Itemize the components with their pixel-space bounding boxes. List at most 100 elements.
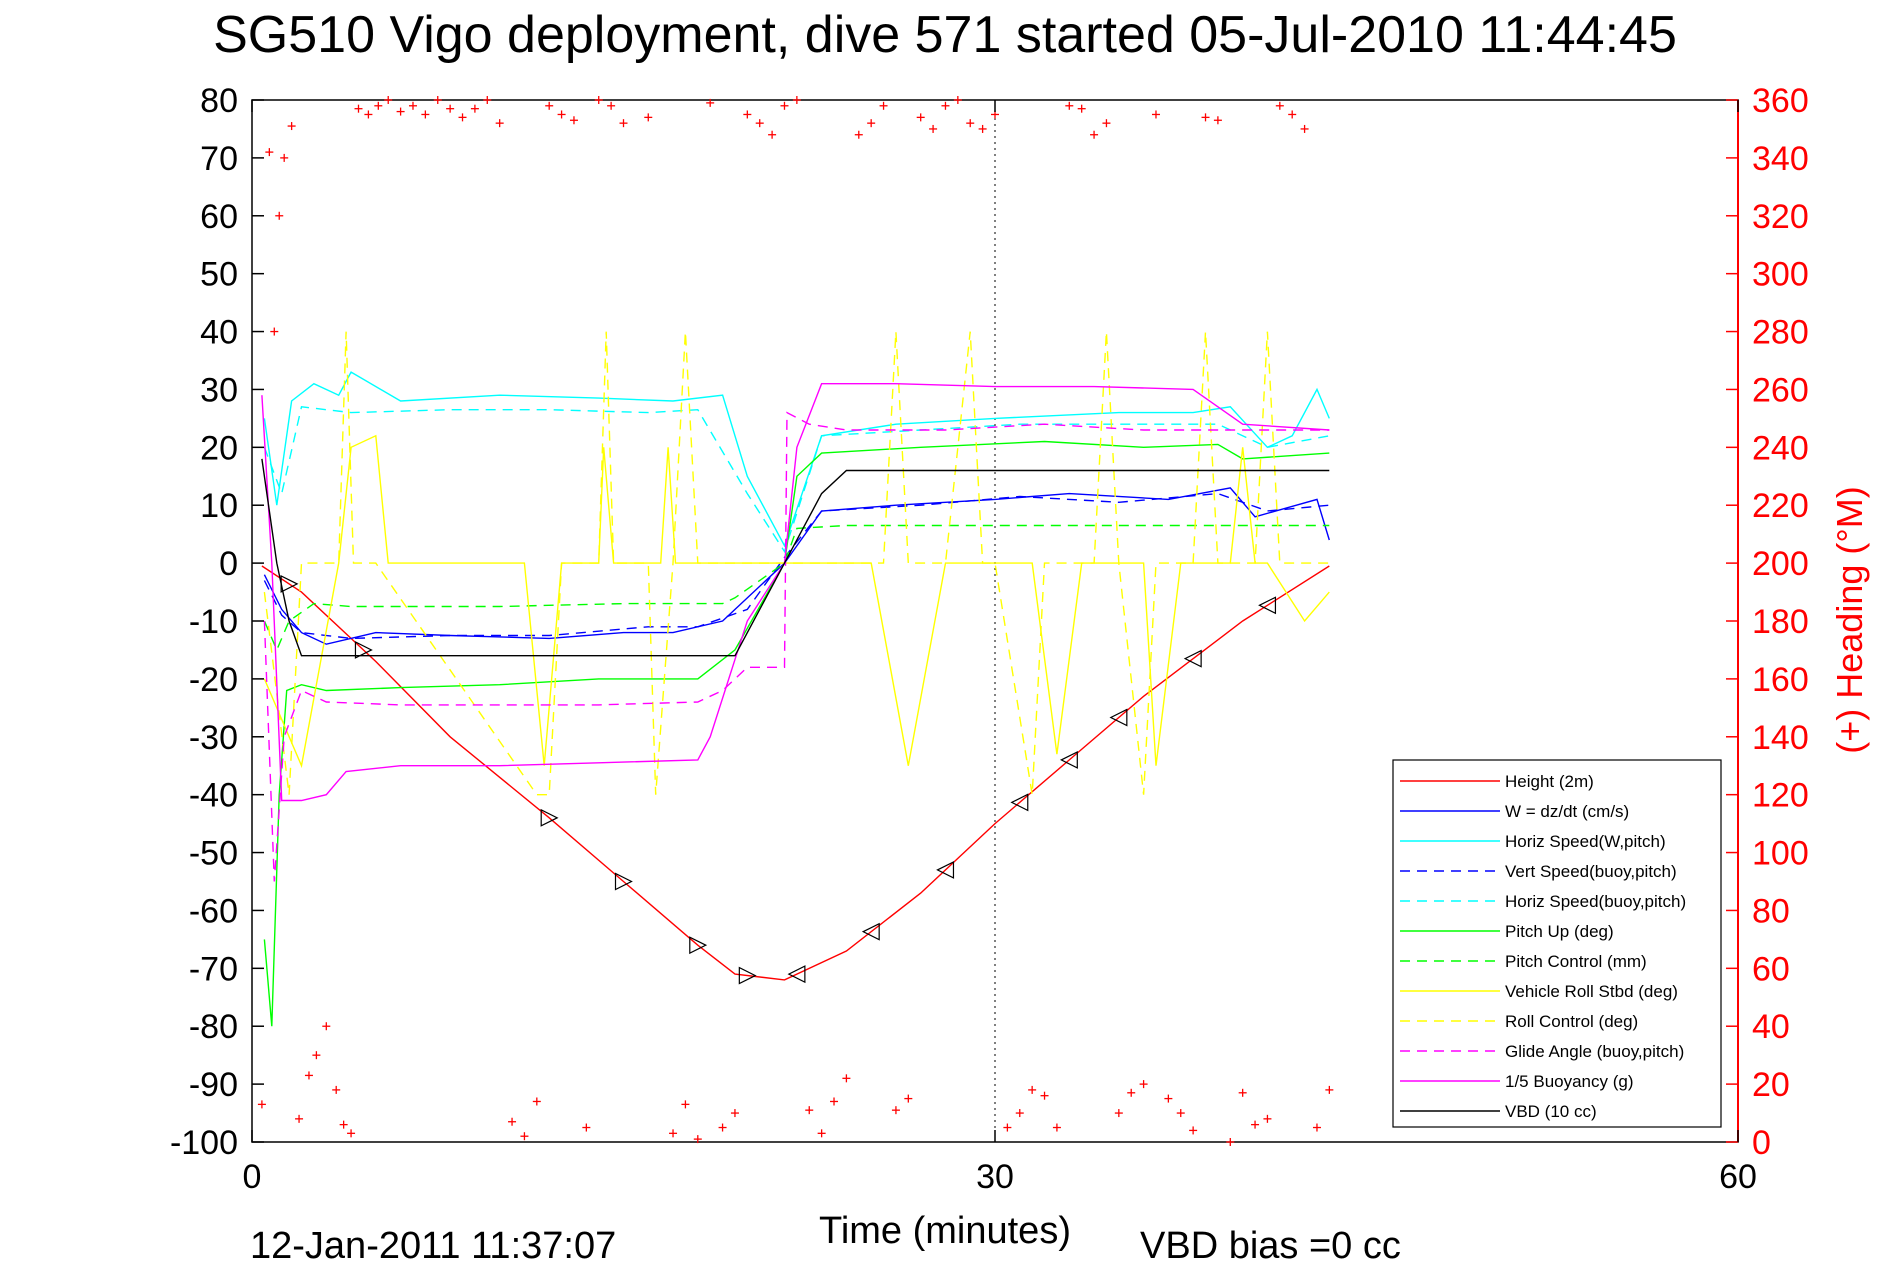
x-tick-label: 30	[976, 1158, 1014, 1196]
right-tick-label: 320	[1752, 198, 1809, 236]
heading-point	[545, 101, 554, 110]
heading-point	[304, 1071, 313, 1080]
heading-point	[1213, 116, 1222, 125]
heading-point	[780, 101, 789, 110]
heading-point	[275, 211, 284, 220]
heading-point	[805, 1106, 814, 1115]
chart-title: SG510 Vigo deployment, dive 571 started …	[213, 6, 1677, 64]
heading-point	[1040, 1091, 1049, 1100]
height-triangle-marker	[689, 936, 708, 955]
heading-point	[966, 119, 975, 128]
heading-point	[792, 96, 801, 104]
heading-point	[1226, 1138, 1235, 1146]
heading-point	[332, 1085, 341, 1094]
left-tick-label: 0	[219, 545, 238, 583]
heading-point	[339, 1120, 348, 1129]
series-line-2	[263, 371, 1330, 548]
right-tick-label: 20	[1752, 1066, 1790, 1104]
footer-vbd-bias: VBD bias =0 cc	[1140, 1225, 1401, 1262]
heading-point	[396, 107, 405, 116]
left-tick-label: 40	[200, 314, 238, 352]
heading-point	[495, 119, 504, 128]
x-axis-label: Time (minutes)	[819, 1210, 1071, 1252]
heading-point	[594, 96, 603, 104]
series-line-6	[263, 524, 1330, 652]
series-layer	[261, 331, 1330, 1027]
heading-point	[1176, 1109, 1185, 1118]
right-tick-label: 260	[1752, 371, 1809, 409]
right-axis: 3603403203002802602402202001801601401201…	[1726, 82, 1809, 1162]
right-axis-label: (+) Heading (°M)	[1829, 486, 1870, 753]
footer-timestamp: 12-Jan-2011 11:37:07	[250, 1225, 616, 1262]
heading-point	[768, 130, 777, 139]
heading-point	[312, 1051, 321, 1060]
height-triangle-marker	[1258, 596, 1277, 615]
left-tick-label: -30	[189, 719, 238, 757]
heading-point	[347, 1129, 356, 1138]
series-line-5	[263, 440, 1330, 1027]
heading-point	[929, 124, 938, 133]
heading-point	[681, 1100, 690, 1109]
height-triangle-marker	[787, 965, 806, 984]
legend-entry: Roll Control (deg)	[1505, 1012, 1638, 1031]
heading-point	[1028, 1085, 1037, 1094]
heading-point	[1201, 113, 1210, 122]
height-triangle-marker	[936, 860, 955, 879]
heading-point	[730, 1109, 739, 1118]
right-tick-label: 360	[1752, 82, 1809, 120]
heading-point	[693, 1135, 702, 1144]
heading-point	[1090, 130, 1099, 139]
heading-point	[470, 104, 479, 113]
series-line-4	[263, 406, 1330, 554]
heading-point	[354, 104, 363, 113]
heading-point	[1300, 124, 1309, 133]
right-tick-label: 160	[1752, 661, 1809, 699]
heading-point	[718, 1123, 727, 1132]
left-tick-label: -50	[189, 835, 238, 873]
heading-point	[532, 1097, 541, 1106]
right-tick-label: 220	[1752, 487, 1809, 525]
legend-entry: Height (2m)	[1505, 772, 1594, 791]
right-tick-label: 180	[1752, 603, 1809, 641]
heading-point	[364, 110, 373, 119]
heading-point	[1127, 1088, 1136, 1097]
height-triangle-marker	[540, 808, 559, 827]
right-tick-label: 0	[1752, 1124, 1771, 1162]
heading-point	[953, 96, 962, 104]
heading-point	[280, 153, 289, 162]
heading-point	[867, 119, 876, 128]
legend-entry: Vehicle Roll Stbd (deg)	[1505, 982, 1678, 1001]
right-tick-label: 300	[1752, 256, 1809, 294]
heading-point	[557, 110, 566, 119]
heading-point	[755, 119, 764, 128]
left-tick-label: -40	[189, 777, 238, 815]
heading-point	[1312, 1123, 1321, 1132]
legend: Height (2m) W = dz/dt (cm/s) Horiz Speed(W…	[1392, 759, 1722, 1128]
height-triangle-marker	[1183, 649, 1202, 668]
left-tick-label: 60	[200, 198, 238, 236]
heading-point	[1151, 110, 1160, 119]
heading-point	[706, 98, 715, 107]
left-tick-label: 10	[200, 487, 238, 525]
legend-box	[1392, 759, 1722, 1128]
heading-point	[421, 110, 430, 119]
heading-point	[1238, 1088, 1247, 1097]
heading-point	[879, 101, 888, 110]
left-tick-label: 20	[200, 429, 238, 467]
heading-point	[1052, 1123, 1061, 1132]
heading-point	[433, 96, 442, 104]
heading-point	[978, 124, 987, 133]
right-tick-label: 240	[1752, 429, 1809, 467]
left-tick-label: -80	[189, 1008, 238, 1046]
heading-point	[384, 96, 393, 104]
left-tick-label: -10	[189, 603, 238, 641]
heading-point	[644, 113, 653, 122]
right-tick-label: 100	[1752, 835, 1809, 873]
left-tick-label: -90	[189, 1066, 238, 1104]
right-tick-label: 40	[1752, 1008, 1790, 1046]
legend-entry: 1/5 Buoyancy (g)	[1505, 1072, 1634, 1091]
heading-point	[569, 116, 578, 125]
heading-point	[508, 1117, 517, 1126]
legend-entry: Pitch Control (mm)	[1505, 952, 1647, 971]
heading-point	[1275, 101, 1284, 110]
